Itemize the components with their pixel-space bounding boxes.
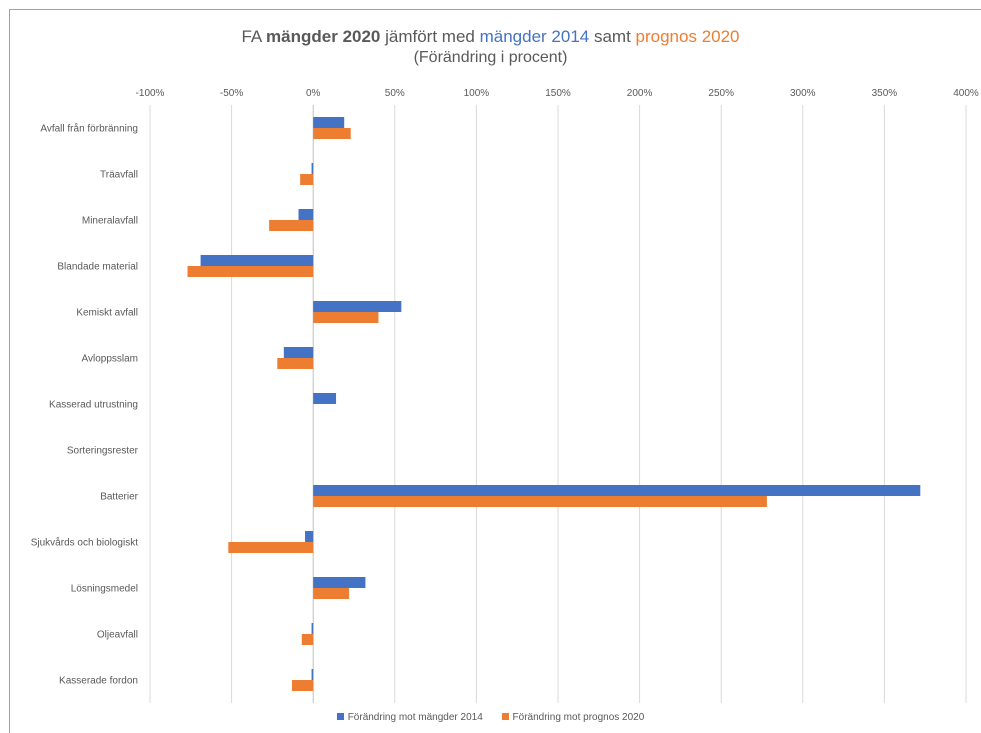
chart-title: FA mängder 2020 jämfört med mängder 2014… (0, 27, 981, 47)
bar-series-2014 (313, 485, 921, 496)
bar-series-2014 (313, 301, 402, 312)
chart-frame (9, 9, 981, 733)
bar-series-2014 (200, 255, 314, 266)
bar-series-2014 (283, 347, 314, 358)
title-part-2: mängder 2020 (266, 27, 381, 46)
category-label: Kasserade fordon (59, 676, 138, 687)
x-tick-label: 250% (708, 88, 734, 99)
bars (187, 117, 921, 691)
category-label: Batterier (100, 492, 138, 503)
x-tick-label: 400% (953, 88, 979, 99)
legend-label-series-2: Förändring mot prognos 2020 (512, 712, 645, 723)
bar-series-2014 (311, 163, 314, 174)
legend: Förändring mot mängder 2014 Förändring m… (0, 712, 981, 723)
legend-item-series-2: Förändring mot prognos 2020 (501, 712, 645, 723)
category-label: Kasserad utrustning (49, 400, 138, 411)
x-tick-label: -100% (136, 88, 165, 99)
category-labels: Avfall från förbränning Träavfall Minerala… (31, 123, 139, 687)
x-tick-label: -50% (220, 88, 243, 99)
bar-series-prognos (300, 174, 314, 185)
bar-series-prognos (291, 680, 314, 691)
category-label: Sjukvårds och biologiskt (31, 537, 138, 549)
bar-series-2014 (298, 209, 314, 220)
bar-series-prognos (301, 634, 314, 645)
x-axis-ticks: -100% -50% 0% 50% 100% 150% 200% 250% 300% 350% 40… (136, 88, 979, 99)
category-label: Träavfall (100, 170, 138, 181)
bar-series-prognos (313, 128, 351, 139)
bar-series-prognos (313, 312, 379, 323)
bar-series-2014 (313, 577, 366, 588)
bar-series-prognos (228, 542, 314, 553)
bar-series-2014 (313, 393, 337, 404)
x-tick-label: 200% (627, 88, 653, 99)
category-label: Mineralavfall (82, 216, 138, 227)
category-label: Kemiskt avfall (76, 308, 138, 319)
category-label: Avfall från förbränning (40, 123, 138, 135)
title-part-4: mängder 2014 (479, 27, 590, 46)
title-part-3: jämfört med (380, 27, 480, 46)
bar-series-2014 (311, 623, 314, 634)
x-tick-label: 150% (545, 88, 571, 99)
legend-label-series-1: Förändring mot mängder 2014 (347, 712, 483, 723)
gridlines (149, 105, 967, 703)
title-part-5: samt (589, 27, 636, 46)
x-tick-label: 0% (306, 88, 321, 99)
legend-swatch-blue (336, 712, 344, 720)
bar-series-prognos (313, 496, 767, 507)
category-label: Oljeavfall (97, 630, 138, 641)
x-tick-label: 350% (872, 88, 898, 99)
bar-series-prognos (187, 266, 314, 277)
title-part-1: FA (241, 27, 267, 46)
legend-swatch-orange (501, 712, 509, 720)
bar-series-prognos (277, 358, 314, 369)
chart-subtitle: (Förändring i procent) (413, 49, 568, 66)
category-label: Sorteringsrester (67, 446, 139, 457)
x-tick-label: 300% (790, 88, 816, 99)
bar-series-2014 (305, 531, 314, 542)
x-tick-label: 50% (385, 88, 405, 99)
bar-series-prognos (313, 588, 350, 599)
category-label: Avloppsslam (81, 354, 138, 365)
legend-item-series-1: Förändring mot mängder 2014 (336, 712, 483, 723)
title-part-6: prognos 2020 (635, 27, 740, 46)
bar-series-2014 (313, 117, 345, 128)
category-label: Lösningsmedel (71, 584, 138, 595)
bar-series-2014 (311, 669, 314, 680)
bar-series-prognos (269, 220, 314, 231)
category-label: Blandade material (57, 262, 138, 273)
x-tick-label: 100% (464, 88, 490, 99)
